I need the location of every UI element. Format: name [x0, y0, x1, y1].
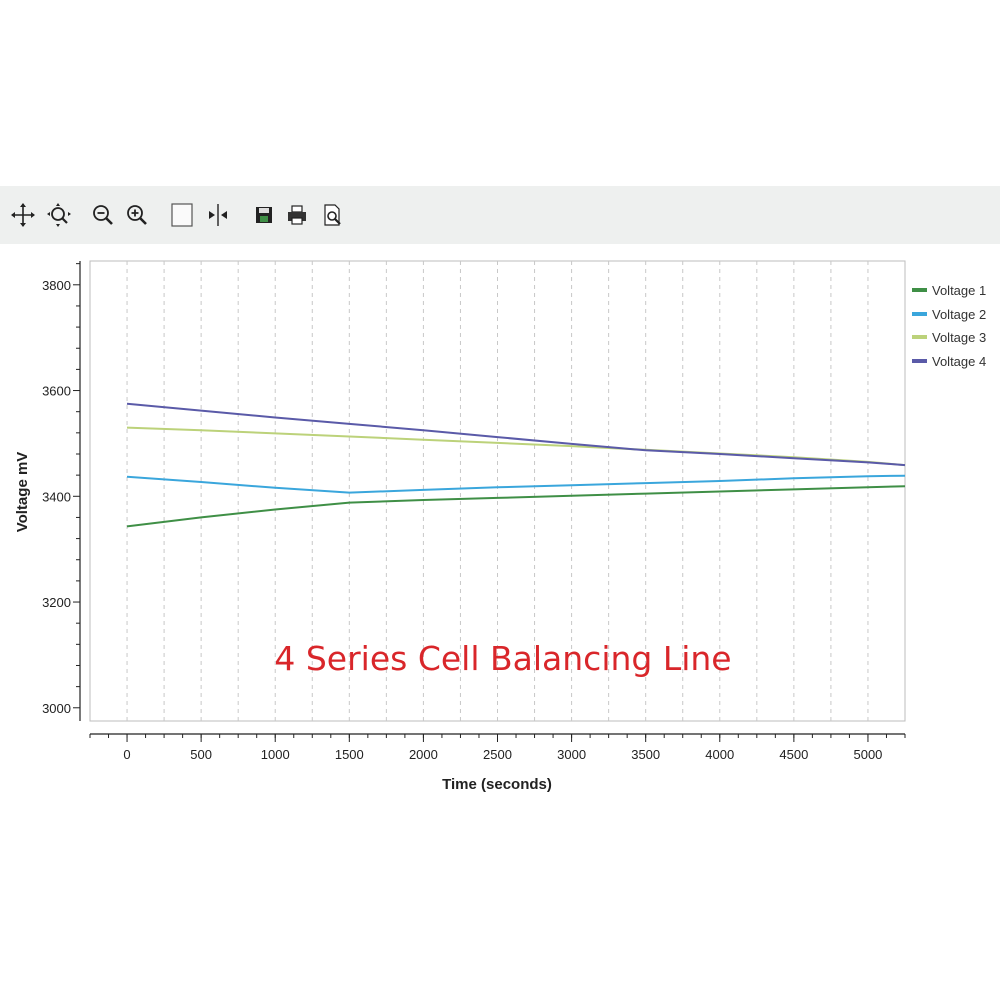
- legend-item-voltage-2[interactable]: Voltage 2: [912, 307, 986, 322]
- y-tick-label: 3600: [42, 384, 71, 399]
- x-tick-label: 0: [123, 747, 130, 762]
- x-tick-label: 3500: [631, 747, 660, 762]
- y-tick-label: 3800: [42, 278, 71, 293]
- chart-panel: 3000 3200 3400 3600 3800 0 500 1000 1500 2000 250…: [0, 244, 1000, 804]
- zoom-magnifier-icon: [47, 203, 71, 227]
- legend-swatch: [912, 288, 927, 292]
- legend-item-voltage-3[interactable]: Voltage 3: [912, 330, 986, 345]
- floppy-disk-icon: [256, 207, 272, 223]
- x-tick-label: 500: [190, 747, 212, 762]
- zoom-in-icon: [127, 205, 147, 225]
- x-axis-title: Time (seconds): [442, 776, 552, 793]
- y-tick-label: 3400: [42, 489, 71, 504]
- pan-button[interactable]: [8, 200, 38, 230]
- chart-toolbar: [0, 186, 1000, 244]
- x-tick-label: 1500: [335, 747, 364, 762]
- y-tick-label: 3200: [42, 595, 71, 610]
- legend-label: Voltage 3: [932, 330, 986, 345]
- voltage-line-chart: 3000 3200 3400 3600 3800 0 500 1000 1500 2000 250…: [14, 260, 986, 793]
- legend-label: Voltage 2: [932, 307, 986, 322]
- series-line-voltage-4: [126, 402, 906, 467]
- move-arrows-icon: [11, 203, 35, 227]
- y-axis: 3000 3200 3400 3600 3800: [42, 261, 81, 721]
- legend-item-voltage-1[interactable]: Voltage 1: [912, 283, 986, 298]
- x-tick-label: 5000: [853, 747, 882, 762]
- y-axis-title: Voltage mV: [14, 452, 31, 533]
- x-tick-label: 4000: [705, 747, 734, 762]
- legend-item-voltage-4[interactable]: Voltage 4: [912, 354, 986, 369]
- zoom-in-button[interactable]: [122, 200, 152, 230]
- x-axis: 0 500 1000 1500 2000 2500 3000 3500 4000 4500 5000: [89, 733, 906, 762]
- x-tick-label: 2500: [483, 747, 512, 762]
- y-tick-label: 3000: [42, 701, 71, 716]
- x-tick-label: 1000: [261, 747, 290, 762]
- legend-label: Voltage 1: [932, 283, 986, 298]
- select-box-button[interactable]: [167, 200, 197, 230]
- zoom-box-button[interactable]: [44, 200, 74, 230]
- zoom-out-button[interactable]: [88, 200, 118, 230]
- print-button[interactable]: [282, 200, 312, 230]
- chart-annotation: 4 Series Cell Balancing Line: [274, 639, 731, 678]
- series-line-voltage-2: [126, 474, 906, 494]
- legend-swatch: [912, 312, 927, 316]
- x-tick-label: 2000: [409, 747, 438, 762]
- chart-legend: Voltage 1 Voltage 2 Voltage 3 Voltage 4: [912, 283, 986, 369]
- print-preview-icon: [324, 204, 341, 226]
- legend-label: Voltage 4: [932, 354, 986, 369]
- cursor-split-button[interactable]: [203, 200, 233, 230]
- legend-swatch: [912, 359, 927, 363]
- rectangle-select-icon: [171, 203, 193, 227]
- vertical-cursor-icon: [209, 204, 227, 226]
- legend-swatch: [912, 335, 927, 339]
- series-lines: [126, 402, 906, 528]
- x-tick-label: 4500: [779, 747, 808, 762]
- series-line-voltage-1: [126, 485, 906, 528]
- printer-icon: [288, 205, 306, 225]
- x-tick-label: 3000: [557, 747, 586, 762]
- zoom-out-icon: [93, 205, 113, 225]
- save-button[interactable]: [249, 200, 279, 230]
- print-preview-button[interactable]: [317, 200, 347, 230]
